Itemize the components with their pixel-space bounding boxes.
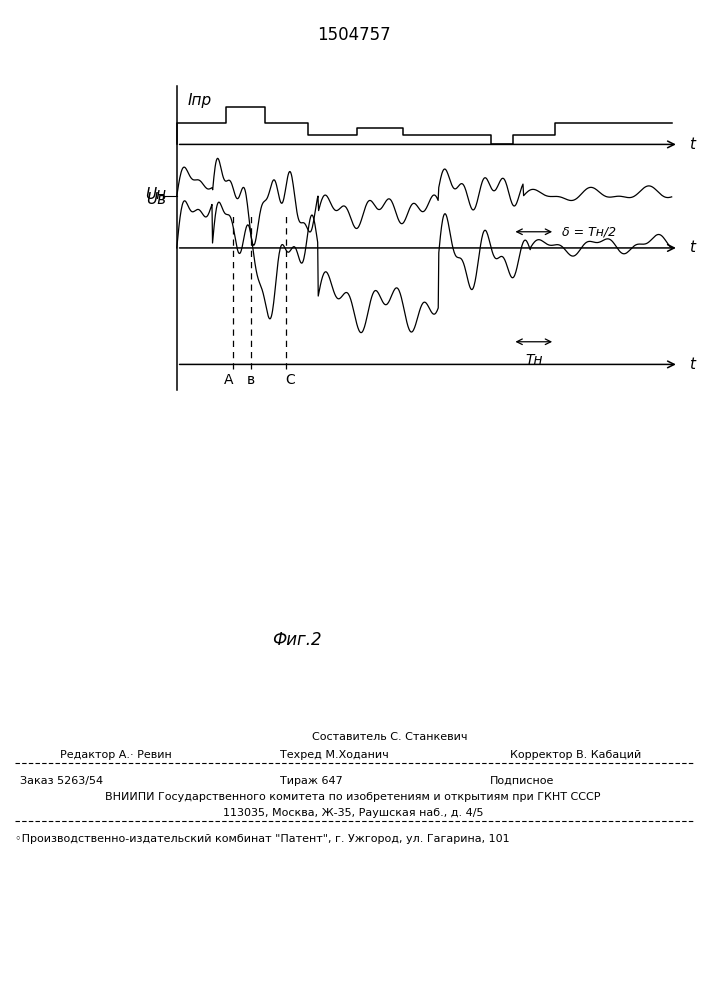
Text: Iпр: Iпр (187, 93, 211, 108)
Text: Подписное: Подписное (490, 776, 554, 786)
Text: C: C (286, 372, 296, 386)
Text: ◦Производственно-издательский комбинат "Патент", г. Ужгород, ул. Гагарина, 101: ◦Производственно-издательский комбинат "… (15, 834, 510, 844)
Text: Составитель С. Станкевич: Составитель С. Станкевич (312, 732, 468, 742)
Text: Корректор В. Кабаций: Корректор В. Кабаций (510, 750, 641, 760)
Text: Tн: Tн (525, 353, 542, 367)
Text: t: t (689, 137, 695, 152)
Text: A: A (224, 372, 234, 386)
Text: 113035, Москва, Ж-35, Раушская наб., д. 4/5: 113035, Москва, Ж-35, Раушская наб., д. … (223, 808, 484, 818)
Text: t: t (689, 240, 695, 255)
Text: 1504757: 1504757 (317, 26, 390, 44)
Text: Uв: Uв (146, 192, 166, 207)
Text: Фиг.2: Фиг.2 (272, 631, 322, 649)
Text: Редактор А.· Ревин: Редактор А.· Ревин (60, 750, 172, 760)
Text: Тираж 647: Тираж 647 (280, 776, 343, 786)
Text: Техред М.Ходанич: Техред М.Ходанич (280, 750, 389, 760)
Text: Заказ 5263/54: Заказ 5263/54 (20, 776, 103, 786)
Text: в: в (247, 372, 255, 386)
Text: t: t (689, 357, 695, 372)
Text: δ = Tн/2: δ = Tн/2 (562, 225, 617, 238)
Text: Uн: Uн (145, 187, 166, 202)
Text: ВНИИПИ Государственного комитета по изобретениям и открытиям при ГКНТ СССР: ВНИИПИ Государственного комитета по изоб… (105, 792, 601, 802)
